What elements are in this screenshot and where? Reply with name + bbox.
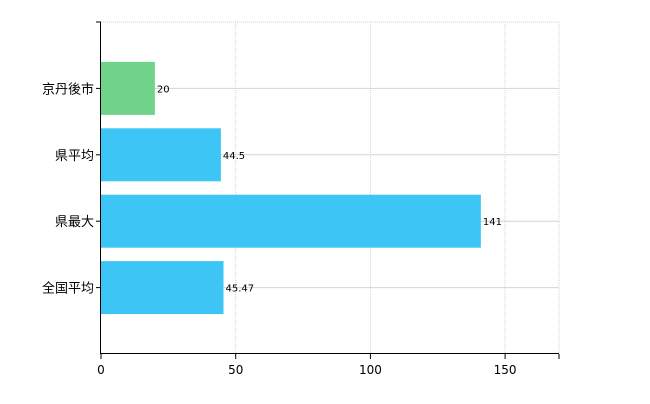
x-tick-label: 0	[97, 363, 105, 377]
bar-2	[101, 128, 221, 182]
category-label: 県最大	[55, 215, 94, 230]
x-tick-label: 150	[494, 363, 517, 377]
category-label: 県平均	[55, 149, 94, 164]
category-label: 京丹後市	[42, 81, 94, 97]
category-label: 全国平均	[42, 281, 94, 297]
bar-layer	[101, 61, 481, 315]
x-tick-label: 100	[359, 363, 382, 377]
axis-layer	[96, 21, 560, 359]
data-label: 141	[483, 217, 502, 228]
bar-3	[101, 194, 481, 248]
bar-1	[101, 61, 155, 115]
data-label: 45.47	[226, 284, 255, 295]
x-tick-label: 50	[228, 363, 243, 377]
data-label: 44.5	[223, 151, 245, 162]
data-label: 20	[157, 84, 170, 95]
bar-4	[101, 261, 224, 315]
